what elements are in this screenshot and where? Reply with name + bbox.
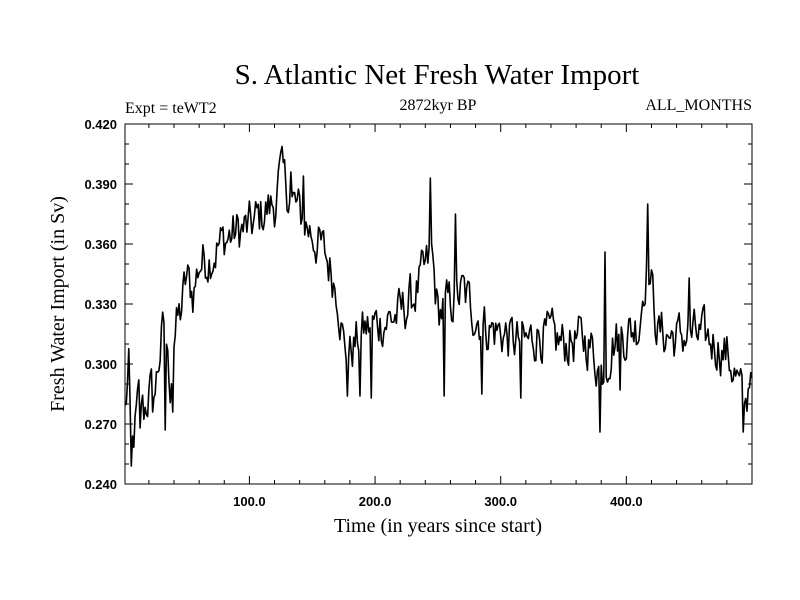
y-tick-label: 0.300 — [84, 357, 117, 372]
x-tick-label: 400.0 — [610, 494, 643, 509]
subtitle-experiment: Expt = teWT2 — [125, 100, 217, 117]
x-tick-label: 300.0 — [484, 494, 517, 509]
y-tick-label: 0.240 — [84, 477, 117, 492]
subtitle-months: ALL_MONTHS — [645, 97, 752, 114]
x-tick-label: 200.0 — [359, 494, 392, 509]
y-tick-label: 0.390 — [84, 177, 117, 192]
y-tick-label: 0.330 — [84, 297, 117, 312]
series-line — [124, 145, 753, 467]
y-axis-label: Fresh Water Import (in Sv) — [47, 196, 69, 412]
y-tick-label: 0.420 — [84, 117, 117, 132]
y-tick-label: 0.270 — [84, 417, 117, 432]
y-tick-label: 0.360 — [84, 237, 117, 252]
x-tick-label: 100.0 — [233, 494, 266, 509]
chart-title: S. Atlantic Net Fresh Water Import — [235, 59, 640, 91]
plot-area: 0.240 0.270 0.300 0.330 0.360 0.390 0.420 100.0… — [84, 117, 753, 509]
subtitle-period: 2872kyr BP — [400, 97, 477, 114]
x-axis-label: Time (in years since start) — [334, 515, 542, 537]
